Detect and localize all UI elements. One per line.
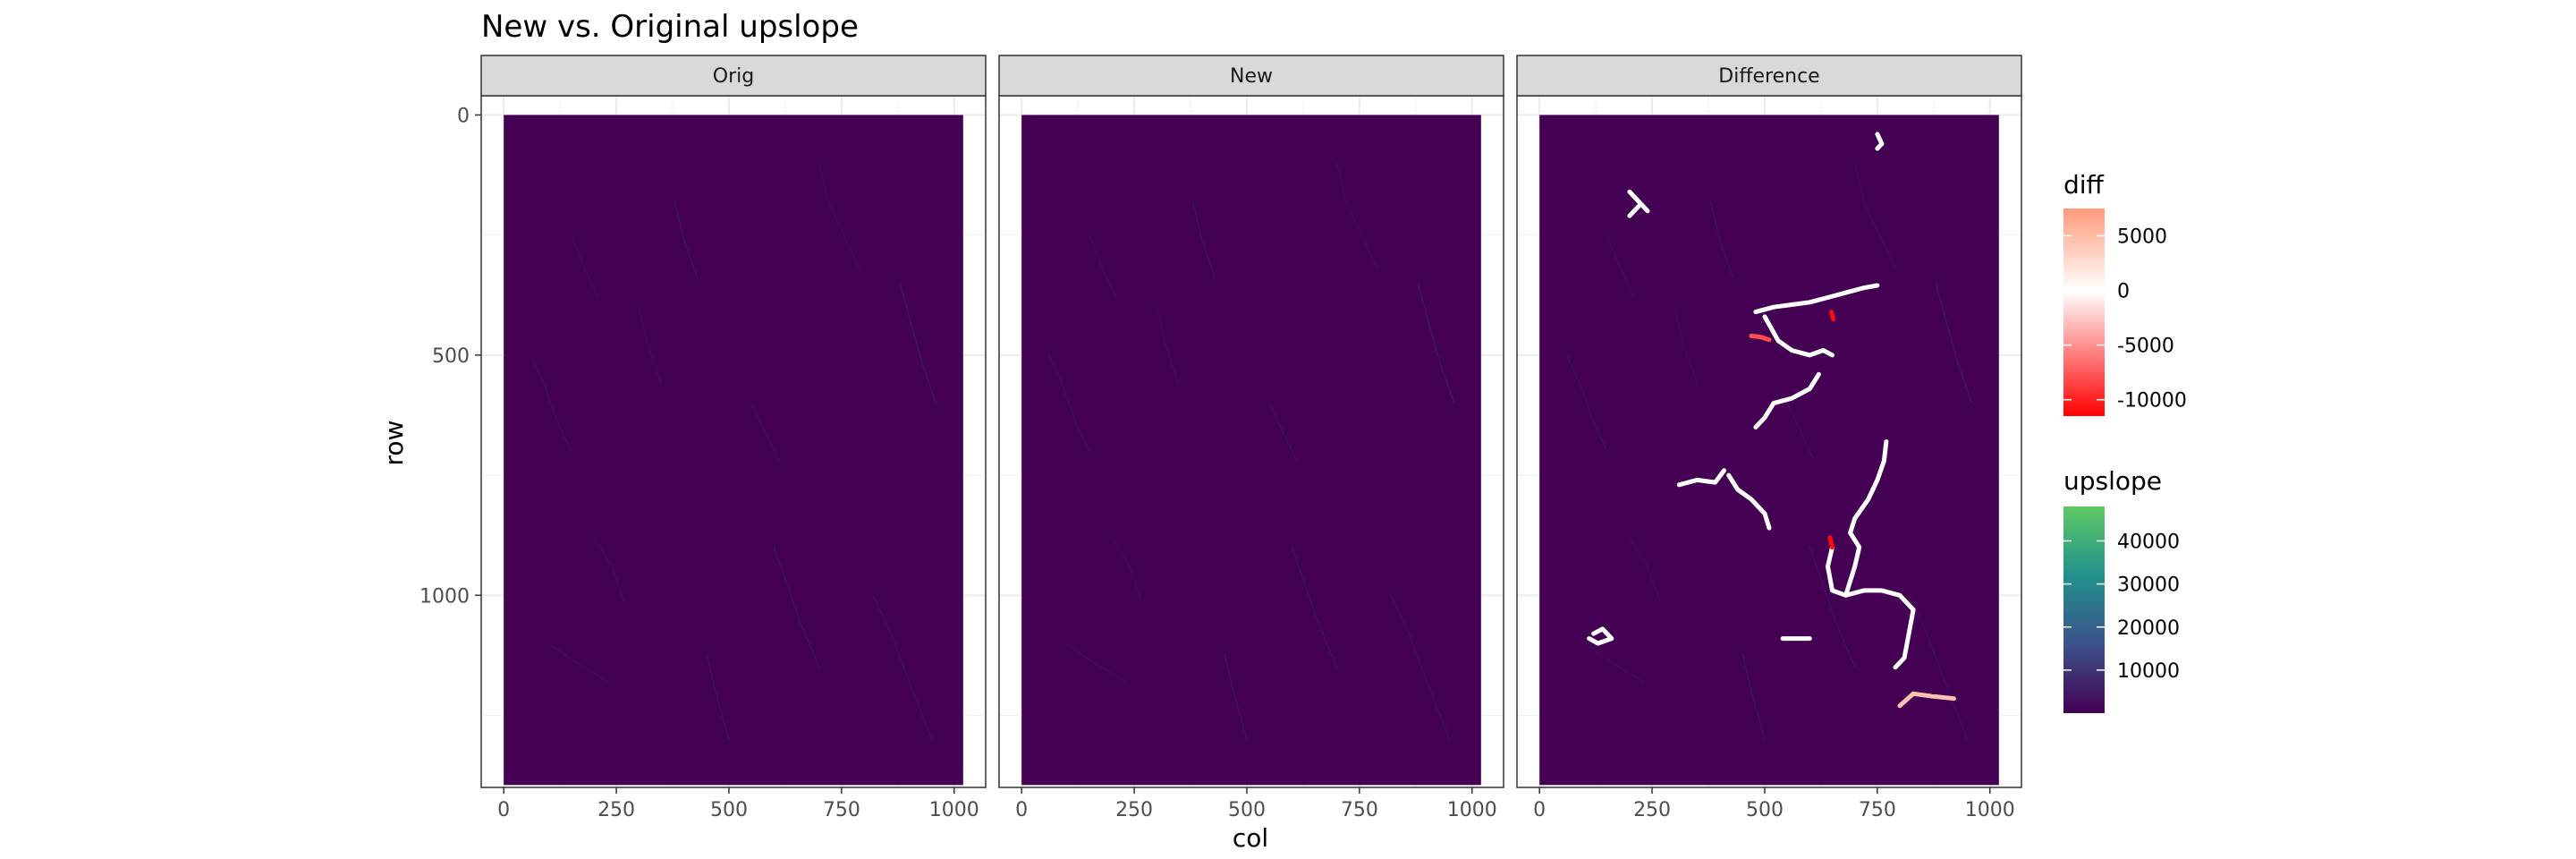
x-tick-label: 250: [1115, 799, 1153, 821]
x-tick-label: 0: [497, 799, 510, 821]
legend-label: 30000: [2117, 574, 2180, 597]
y-axis-title: row: [379, 421, 409, 466]
x-tick-label: 0: [1533, 799, 1546, 821]
legend-label: 5000: [2117, 226, 2167, 249]
x-tick-label: 500: [1746, 799, 1784, 821]
y-tick-label: 500: [432, 345, 470, 368]
panels-layer: Orig New Difference: [481, 55, 2021, 787]
legend-label: -5000: [2117, 336, 2174, 358]
facet-strip-label: Orig: [713, 65, 754, 88]
legend-upslope: upslope 40000 30000 20000 10000: [2063, 466, 2180, 713]
difference-feature-15: [1830, 538, 1833, 548]
x-tick-label: 1000: [1965, 799, 2015, 821]
legend-label: 20000: [2117, 617, 2180, 640]
x-tick-label: 250: [1633, 799, 1671, 821]
legend-diff: diff 5000 0 -5000 -10000: [2063, 170, 2187, 416]
x-axis-title: col: [1233, 823, 1268, 853]
facet-strip-label: New: [1230, 65, 1273, 88]
panel-orig: Orig: [481, 55, 986, 787]
x-tick-label: 1000: [929, 799, 979, 821]
legend-title: diff: [2063, 170, 2105, 200]
x-tick-label: 0: [1015, 799, 1028, 821]
panel-difference: Difference: [1517, 55, 2021, 787]
legends-layer: diff 5000 0 -5000 -10000 upslope 40000 30000 200…: [2063, 170, 2187, 713]
legend-label: -10000: [2117, 390, 2187, 412]
chart-title: New vs. Original upslope: [481, 9, 859, 45]
legend-label: 0: [2117, 281, 2130, 303]
panel-new: New: [999, 55, 1504, 787]
raster-cells: [504, 115, 963, 785]
colorbar: [2063, 506, 2105, 713]
x-tick-label: 250: [597, 799, 635, 821]
x-tick-label: 750: [823, 799, 860, 821]
x-tick-label: 500: [710, 799, 748, 821]
y-tick-label: 1000: [419, 585, 470, 608]
legend-label: 40000: [2117, 532, 2180, 554]
x-tick-label: 1000: [1447, 799, 1497, 821]
x-tick-label: 750: [1341, 799, 1378, 821]
colorbar: [2063, 208, 2105, 416]
x-tick-label: 500: [1228, 799, 1266, 821]
raster-cells: [1539, 115, 1999, 785]
legend-title: upslope: [2063, 466, 2162, 496]
raster-cells: [1021, 115, 1481, 785]
legend-label: 10000: [2117, 660, 2180, 683]
y-tick-label: 0: [457, 105, 470, 127]
facet-strip-label: Difference: [1718, 65, 1819, 88]
difference-feature-16: [1832, 312, 1834, 319]
x-tick-label: 750: [1859, 799, 1896, 821]
